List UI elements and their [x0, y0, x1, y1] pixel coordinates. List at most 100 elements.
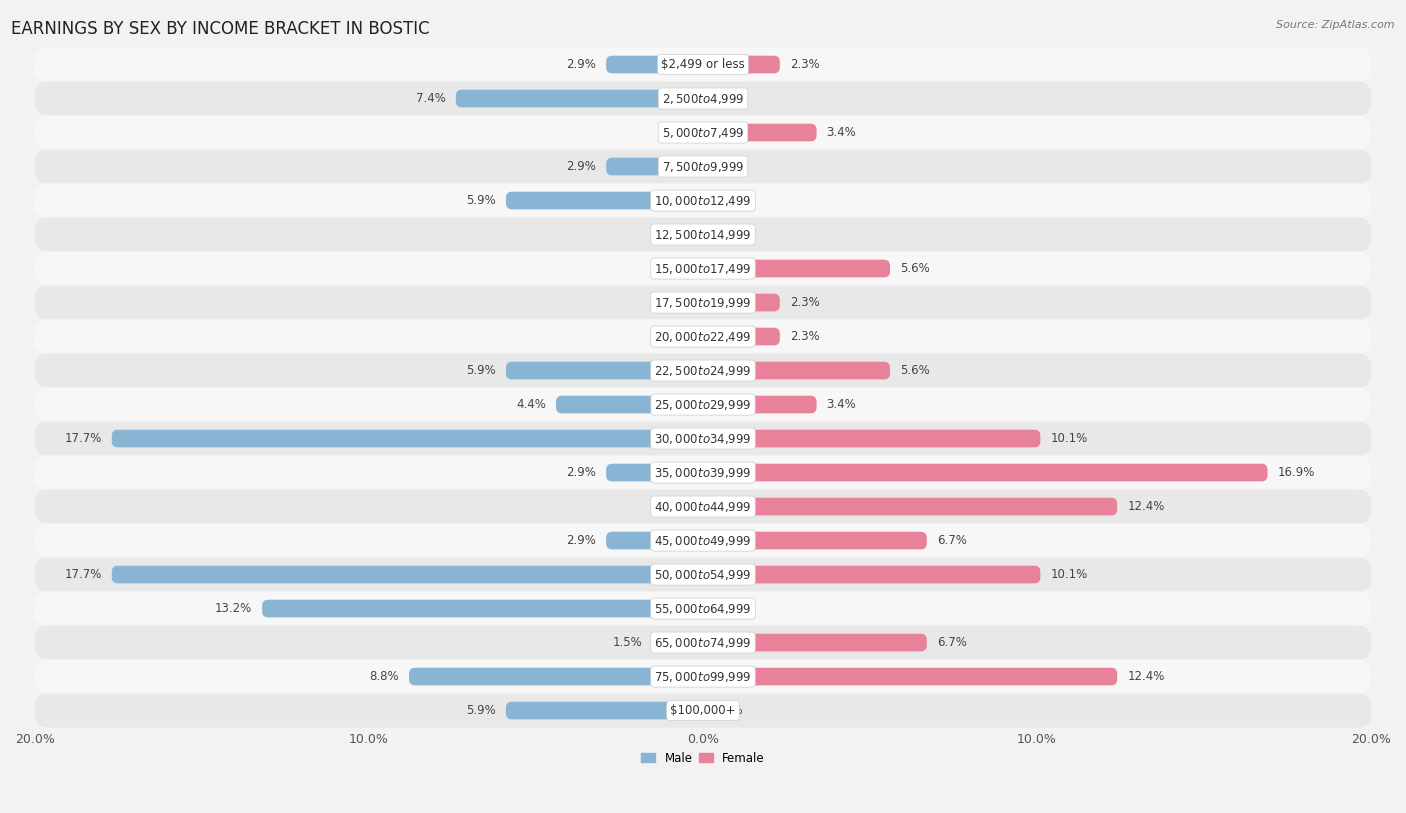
- FancyBboxPatch shape: [506, 702, 703, 720]
- FancyBboxPatch shape: [703, 566, 1040, 584]
- Text: $40,000 to $44,999: $40,000 to $44,999: [654, 499, 752, 514]
- Text: 5.9%: 5.9%: [467, 194, 496, 207]
- Text: 12.4%: 12.4%: [1128, 500, 1164, 513]
- Text: $17,500 to $19,999: $17,500 to $19,999: [654, 296, 752, 310]
- FancyBboxPatch shape: [35, 47, 1371, 81]
- FancyBboxPatch shape: [262, 600, 703, 617]
- FancyBboxPatch shape: [606, 158, 703, 176]
- Text: 6.7%: 6.7%: [936, 534, 967, 547]
- Text: 0.0%: 0.0%: [713, 228, 742, 241]
- Text: 13.2%: 13.2%: [215, 602, 252, 615]
- Text: $35,000 to $39,999: $35,000 to $39,999: [654, 466, 752, 480]
- Text: Source: ZipAtlas.com: Source: ZipAtlas.com: [1277, 20, 1395, 30]
- Text: $25,000 to $29,999: $25,000 to $29,999: [654, 398, 752, 411]
- FancyBboxPatch shape: [35, 524, 1371, 558]
- Text: EARNINGS BY SEX BY INCOME BRACKET IN BOSTIC: EARNINGS BY SEX BY INCOME BRACKET IN BOS…: [11, 20, 430, 38]
- FancyBboxPatch shape: [703, 293, 780, 311]
- FancyBboxPatch shape: [606, 463, 703, 481]
- Text: $5,000 to $7,499: $5,000 to $7,499: [662, 125, 744, 140]
- FancyBboxPatch shape: [35, 115, 1371, 150]
- FancyBboxPatch shape: [35, 489, 1371, 524]
- FancyBboxPatch shape: [703, 259, 890, 277]
- Text: 2.9%: 2.9%: [567, 160, 596, 173]
- Text: 0.0%: 0.0%: [713, 704, 742, 717]
- FancyBboxPatch shape: [606, 55, 703, 73]
- Text: 5.9%: 5.9%: [467, 704, 496, 717]
- Text: 4.4%: 4.4%: [516, 398, 546, 411]
- Text: $100,000+: $100,000+: [671, 704, 735, 717]
- FancyBboxPatch shape: [703, 430, 1040, 447]
- Text: 2.9%: 2.9%: [567, 534, 596, 547]
- Text: 0.0%: 0.0%: [664, 262, 693, 275]
- Text: 5.6%: 5.6%: [900, 262, 929, 275]
- FancyBboxPatch shape: [35, 184, 1371, 218]
- Text: $55,000 to $64,999: $55,000 to $64,999: [654, 602, 752, 615]
- FancyBboxPatch shape: [703, 498, 1118, 515]
- FancyBboxPatch shape: [35, 81, 1371, 115]
- Text: 0.0%: 0.0%: [664, 296, 693, 309]
- Text: 3.4%: 3.4%: [827, 398, 856, 411]
- Text: 2.3%: 2.3%: [790, 58, 820, 71]
- FancyBboxPatch shape: [35, 659, 1371, 693]
- FancyBboxPatch shape: [703, 633, 927, 651]
- Text: 0.0%: 0.0%: [664, 500, 693, 513]
- Text: 8.8%: 8.8%: [370, 670, 399, 683]
- FancyBboxPatch shape: [35, 354, 1371, 388]
- Text: $22,500 to $24,999: $22,500 to $24,999: [654, 363, 752, 377]
- FancyBboxPatch shape: [35, 693, 1371, 728]
- FancyBboxPatch shape: [703, 124, 817, 141]
- FancyBboxPatch shape: [703, 362, 890, 380]
- FancyBboxPatch shape: [555, 396, 703, 413]
- FancyBboxPatch shape: [35, 422, 1371, 455]
- Text: 7.4%: 7.4%: [416, 92, 446, 105]
- Text: 0.0%: 0.0%: [664, 126, 693, 139]
- FancyBboxPatch shape: [35, 218, 1371, 251]
- FancyBboxPatch shape: [35, 285, 1371, 320]
- Text: 1.5%: 1.5%: [613, 636, 643, 649]
- Text: 10.1%: 10.1%: [1050, 432, 1088, 445]
- Text: 6.7%: 6.7%: [936, 636, 967, 649]
- FancyBboxPatch shape: [111, 566, 703, 584]
- Text: 0.0%: 0.0%: [713, 194, 742, 207]
- Text: $10,000 to $12,499: $10,000 to $12,499: [654, 193, 752, 207]
- Text: 2.3%: 2.3%: [790, 296, 820, 309]
- Text: $75,000 to $99,999: $75,000 to $99,999: [654, 670, 752, 684]
- FancyBboxPatch shape: [703, 396, 817, 413]
- Text: $15,000 to $17,499: $15,000 to $17,499: [654, 262, 752, 276]
- FancyBboxPatch shape: [111, 430, 703, 447]
- FancyBboxPatch shape: [35, 150, 1371, 184]
- Text: $7,500 to $9,999: $7,500 to $9,999: [662, 159, 744, 173]
- Text: $12,500 to $14,999: $12,500 to $14,999: [654, 228, 752, 241]
- FancyBboxPatch shape: [506, 362, 703, 380]
- Text: $45,000 to $49,999: $45,000 to $49,999: [654, 533, 752, 547]
- Text: $65,000 to $74,999: $65,000 to $74,999: [654, 636, 752, 650]
- FancyBboxPatch shape: [703, 532, 927, 550]
- FancyBboxPatch shape: [456, 89, 703, 107]
- Text: 17.7%: 17.7%: [65, 432, 101, 445]
- FancyBboxPatch shape: [409, 667, 703, 685]
- Text: $50,000 to $54,999: $50,000 to $54,999: [654, 567, 752, 581]
- Text: 2.3%: 2.3%: [790, 330, 820, 343]
- FancyBboxPatch shape: [35, 388, 1371, 422]
- FancyBboxPatch shape: [606, 532, 703, 550]
- Text: 16.9%: 16.9%: [1278, 466, 1315, 479]
- FancyBboxPatch shape: [35, 558, 1371, 592]
- Text: $2,500 to $4,999: $2,500 to $4,999: [662, 92, 744, 106]
- Text: $2,499 or less: $2,499 or less: [661, 58, 745, 71]
- Text: 2.9%: 2.9%: [567, 466, 596, 479]
- Text: 12.4%: 12.4%: [1128, 670, 1164, 683]
- FancyBboxPatch shape: [703, 463, 1268, 481]
- FancyBboxPatch shape: [703, 328, 780, 346]
- Text: $20,000 to $22,499: $20,000 to $22,499: [654, 329, 752, 344]
- FancyBboxPatch shape: [506, 192, 703, 210]
- Text: $30,000 to $34,999: $30,000 to $34,999: [654, 432, 752, 446]
- Text: 5.6%: 5.6%: [900, 364, 929, 377]
- Text: 0.0%: 0.0%: [713, 602, 742, 615]
- Legend: Male, Female: Male, Female: [637, 747, 769, 769]
- Text: 5.9%: 5.9%: [467, 364, 496, 377]
- Text: 2.9%: 2.9%: [567, 58, 596, 71]
- FancyBboxPatch shape: [652, 633, 703, 651]
- FancyBboxPatch shape: [35, 592, 1371, 625]
- Text: 17.7%: 17.7%: [65, 568, 101, 581]
- FancyBboxPatch shape: [35, 625, 1371, 659]
